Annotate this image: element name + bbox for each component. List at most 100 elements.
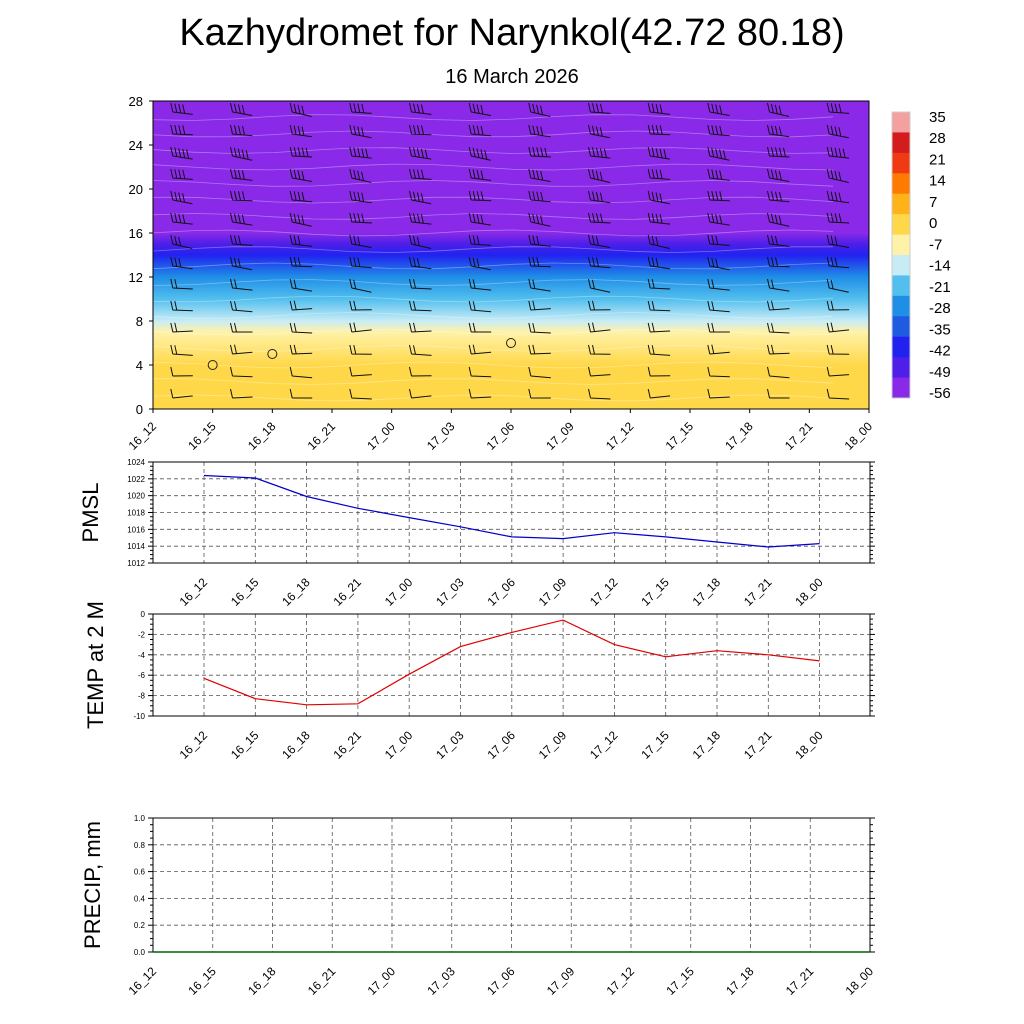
y-tick-label: 1.0: [134, 814, 146, 823]
wind-barb: [230, 344, 253, 355]
wind-barb: [528, 190, 551, 203]
wind-barb: [289, 278, 312, 292]
contour-line: [152, 180, 834, 187]
wind-barb: [230, 388, 253, 399]
colorbar-tick-label: -7: [929, 236, 942, 253]
x-tick-label: 17_15: [638, 728, 672, 762]
wind-barb: [349, 234, 372, 248]
x-tick-label: 16_21: [305, 419, 339, 453]
wind-barb: [349, 168, 372, 183]
y-tick-label: 0.2: [134, 921, 146, 930]
wind-barb: [528, 124, 551, 138]
temp2m-panel-ylabel: TEMP at 2 M: [83, 601, 108, 729]
wind-barb: [170, 168, 193, 180]
wind-barb: [707, 256, 730, 271]
y-tick-label: 20: [129, 182, 143, 197]
wind-barb: [826, 234, 849, 248]
colorbar-tick-label: 35: [929, 109, 946, 126]
wind-barb: [289, 168, 312, 182]
wind-barb: [409, 366, 432, 377]
wind-barb: [647, 124, 671, 136]
wind-barb: [289, 234, 313, 247]
wind-barb: [528, 102, 551, 117]
wind-barb: [170, 190, 193, 205]
wind-barb: [767, 388, 790, 399]
wind-barb: [289, 344, 313, 355]
wind-barb: [289, 388, 313, 399]
y-tick-label: 0.4: [134, 894, 146, 903]
wind-barb: [230, 256, 253, 271]
wind-barb: [707, 278, 730, 291]
y-tick-label: 1022: [127, 475, 145, 484]
wind-barb: [707, 168, 730, 181]
wind-barb: [707, 102, 730, 116]
wind-barb: [230, 322, 253, 333]
colorbar-swatch: [892, 214, 910, 236]
wind-barb: [170, 256, 193, 270]
wind-barb: [647, 344, 671, 356]
wind-barb: [468, 190, 492, 202]
wind-barb: [767, 256, 790, 268]
wind-barb: [349, 300, 372, 311]
wind-barb: [767, 234, 790, 247]
wind-barb: [647, 234, 670, 249]
x-tick-label: 17_21: [782, 419, 816, 453]
x-tick-label: 17_09: [543, 419, 577, 453]
wind-barb: [588, 190, 611, 204]
precip-panel-grid: [153, 817, 870, 953]
x-tick-label: 17_09: [544, 964, 578, 998]
wind-barb: [707, 388, 730, 399]
wind-barb: [409, 124, 432, 136]
wind-barb: [230, 168, 253, 181]
y-tick-label: -2: [138, 630, 146, 639]
wind-barb: [647, 366, 671, 377]
wind-barb: [468, 322, 492, 333]
contour-line: [152, 147, 834, 154]
contour-line: [152, 163, 834, 171]
wind-barb: [468, 146, 491, 161]
y-tick-label: 1018: [127, 509, 145, 518]
x-tick-label: 16_18: [245, 964, 279, 998]
page-title: Kazhydromet for Narynkol(42.72 80.18): [179, 12, 845, 54]
wind-barb: [349, 388, 372, 400]
wind-barb: [588, 234, 611, 248]
wind-barb: [289, 102, 312, 117]
page-subtitle: 16 March 2026: [445, 66, 579, 88]
wind-barb: [468, 124, 492, 137]
x-tick-label: 17_18: [722, 419, 756, 453]
x-tick-label: 17_15: [663, 964, 697, 998]
wind-barb: [647, 300, 671, 312]
wind-barb: [409, 190, 432, 205]
wind-barb: [767, 322, 790, 334]
wind-barb: [349, 190, 372, 204]
colorbar-tick-label: 28: [929, 130, 946, 147]
wind-barb: [647, 212, 671, 225]
y-tick-label: 1020: [127, 492, 145, 501]
wind-barb: [588, 366, 611, 377]
wind-barb: [826, 322, 850, 333]
contour-line: [152, 328, 834, 336]
wind-barb: [767, 168, 790, 182]
wind-barb: [349, 322, 372, 333]
precip-panel-ylabel: PRECIP, mm: [80, 821, 105, 949]
x-tick-label: 16_18: [279, 575, 313, 609]
x-tick-label: 17_21: [741, 575, 775, 609]
wind-barb: [409, 102, 432, 115]
wind-barb: [588, 124, 611, 139]
wind-barb: [707, 366, 730, 378]
wind-barb: [826, 102, 850, 114]
colorbar-swatch: [892, 234, 910, 256]
wind-barb: [349, 212, 372, 224]
x-tick-label: 17_03: [433, 728, 467, 762]
wind-barb: [409, 388, 432, 399]
colorbar-tick-label: -56: [929, 385, 951, 402]
x-tick-label: 17_00: [364, 419, 398, 453]
y-tick-label: 0.8: [134, 841, 146, 850]
wind-barb: [349, 278, 372, 293]
wind-barb: [170, 234, 193, 249]
wind-barb: [468, 300, 492, 313]
contour-line: [152, 114, 834, 121]
wind-barb: [767, 278, 790, 292]
wind-barb: [647, 146, 670, 160]
